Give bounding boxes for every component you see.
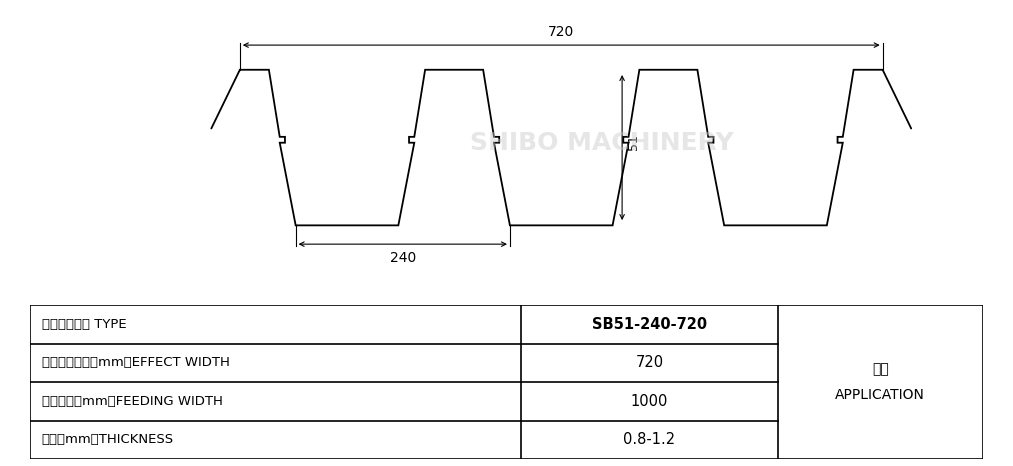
Text: 板厚（mm）THICKNESS: 板厚（mm）THICKNESS bbox=[42, 433, 174, 446]
Text: SB51-240-720: SB51-240-720 bbox=[592, 317, 707, 332]
Text: 有效覆盖宽度（mm）EFFECT WIDTH: 有效覆盖宽度（mm）EFFECT WIDTH bbox=[42, 356, 230, 370]
Text: 用途
APPLICATION: 用途 APPLICATION bbox=[836, 363, 925, 402]
Text: SHIBO MACHINERY: SHIBO MACHINERY bbox=[470, 131, 733, 155]
Text: 720: 720 bbox=[635, 356, 664, 370]
Text: 240: 240 bbox=[390, 251, 416, 265]
Text: 压型钓板型号 TYPE: 压型钓板型号 TYPE bbox=[42, 318, 127, 331]
Text: 展开宽度（mm）FEEDING WIDTH: 展开宽度（mm）FEEDING WIDTH bbox=[42, 395, 223, 408]
Text: 0.8-1.2: 0.8-1.2 bbox=[623, 432, 676, 447]
Text: 720: 720 bbox=[548, 25, 574, 39]
Text: 51: 51 bbox=[627, 134, 640, 150]
Text: 1000: 1000 bbox=[631, 394, 668, 409]
